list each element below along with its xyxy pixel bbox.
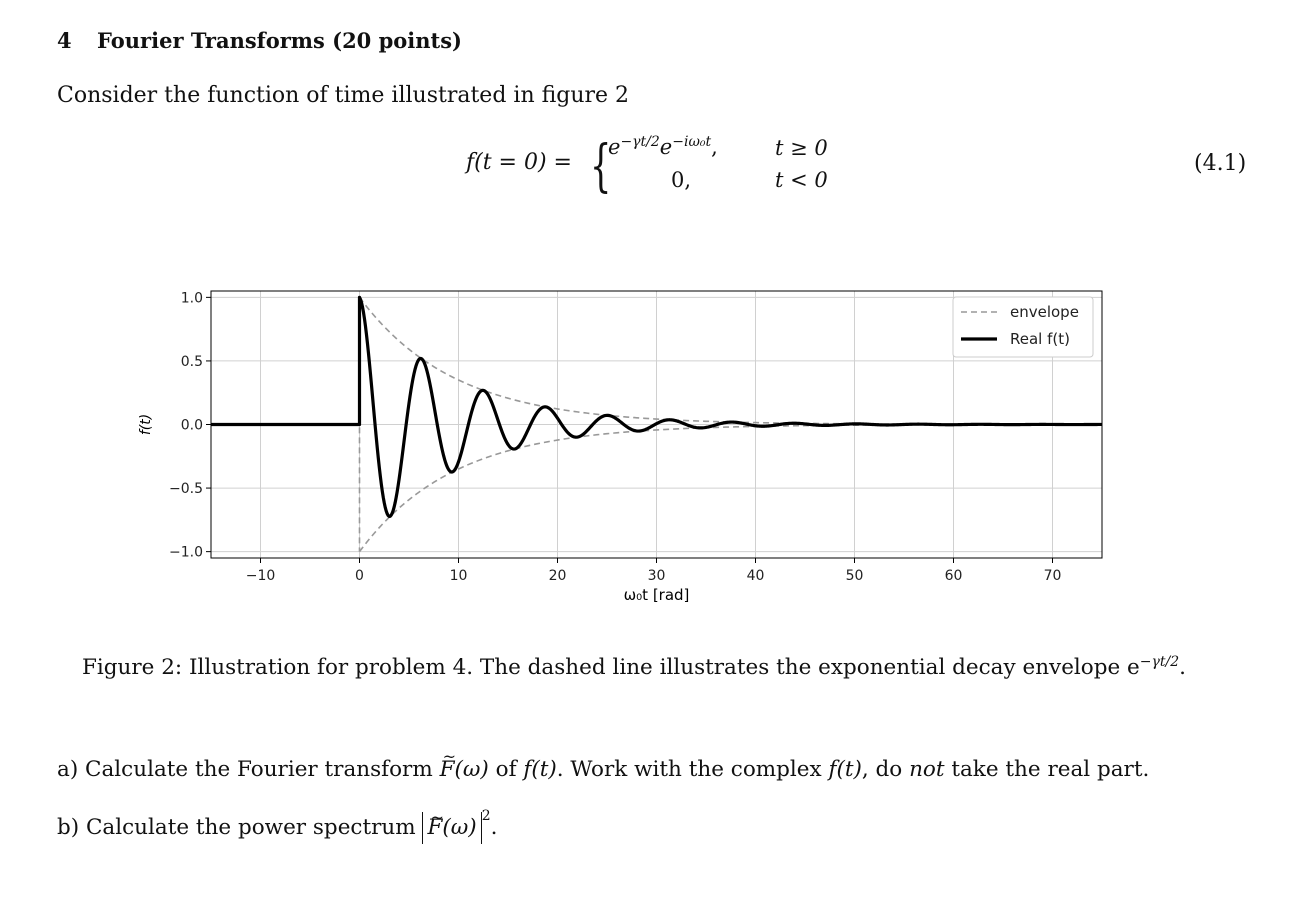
legend: envelope Real f(t) xyxy=(952,296,1094,358)
ticks: −10 0 10 20 30 40 50 60 70 −1.0 −0.5 0.0 0.5 1.0 xyxy=(169,290,1061,584)
intro-paragraph: Consider the function of time illustrate… xyxy=(57,83,630,108)
decay-chart: −10 0 10 20 30 40 50 60 70 −1.0 −0.5 0.0 0.5 1.0 ω₀t … xyxy=(138,290,1103,604)
absolute-value: F(ω) xyxy=(422,804,482,844)
f-tilde: F xyxy=(440,747,456,782)
legend-box xyxy=(952,296,1094,358)
x-tick-label: 10 xyxy=(450,568,468,584)
equation-number: (4.1) xyxy=(1194,151,1247,176)
figure-caption: Figure 2: Illustration for problem 4. Th… xyxy=(82,654,1186,681)
x-tick-label: 0 xyxy=(355,568,364,584)
equation-brace: { xyxy=(590,134,612,199)
y-tick-label: 0.5 xyxy=(181,354,203,370)
section-number: 4 xyxy=(57,28,72,53)
y-tick-label: −0.5 xyxy=(169,481,203,497)
x-tick-label: 60 xyxy=(945,568,963,584)
figure-2: −10 0 10 20 30 40 50 60 70 −1.0 −0.5 0.0 0.5 1.0 ω₀t … xyxy=(130,280,1120,620)
x-tick-label: 70 xyxy=(1044,568,1062,584)
legend-real-label: Real f(t) xyxy=(1010,330,1070,348)
x-tick-label: 20 xyxy=(549,568,567,584)
x-tick-label: 30 xyxy=(648,568,666,584)
section-heading: 4 Fourier Transforms (20 points) xyxy=(57,28,462,53)
question-part-a: a) Calculate the Fourier transform F(ω) … xyxy=(57,747,1149,782)
x-axis-label: ω₀t [rad] xyxy=(624,586,690,604)
series xyxy=(211,295,1103,553)
y-axis-label: f(t) xyxy=(138,414,154,435)
section-title: Fourier Transforms (20 points) xyxy=(97,28,462,53)
y-tick-label: 0.0 xyxy=(181,418,203,434)
equation-case1-expression: e−γt/2e−iω₀t, xyxy=(608,134,718,159)
equation-case2-condition: t < 0 xyxy=(775,168,828,192)
equation-case2-expression: 0, xyxy=(671,168,692,192)
equation-lhs: f(t = 0) = xyxy=(466,150,572,175)
equation-case1-condition: t ≥ 0 xyxy=(775,136,828,160)
y-tick-label: 1.0 xyxy=(181,290,203,306)
real-f-line xyxy=(211,295,1103,518)
x-tick-label: 40 xyxy=(747,568,765,584)
x-tick-label: −10 xyxy=(246,568,276,584)
question-part-b: b) Calculate the power spectrum F(ω)2. xyxy=(57,804,497,844)
x-tick-label: 50 xyxy=(846,568,864,584)
y-tick-label: −1.0 xyxy=(169,545,203,561)
legend-envelope-label: envelope xyxy=(1010,303,1079,321)
